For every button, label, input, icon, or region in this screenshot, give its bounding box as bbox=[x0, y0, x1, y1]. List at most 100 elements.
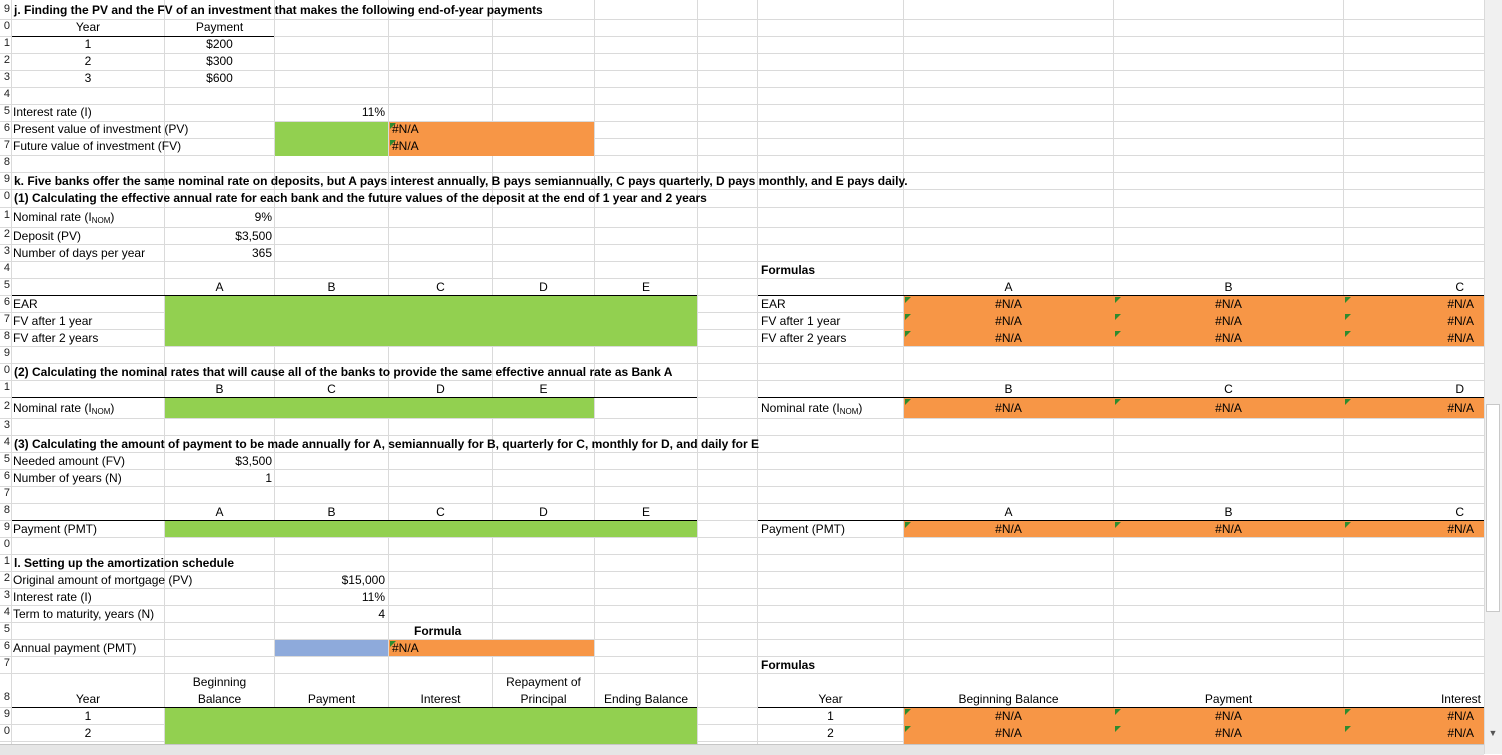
input-range-schedule[interactable] bbox=[165, 708, 697, 744]
formula-bank-header-d[interactable]: D bbox=[1455, 382, 1464, 396]
year-cell[interactable]: 2 bbox=[84, 726, 92, 740]
bank-header-c[interactable]: C bbox=[327, 382, 336, 396]
row-header[interactable]: 1 bbox=[3, 555, 10, 567]
col-header-payment[interactable]: Payment bbox=[307, 692, 356, 706]
formula-cell[interactable]: #N/A bbox=[1215, 331, 1242, 345]
formula-ear-label[interactable]: EAR bbox=[761, 297, 786, 311]
formula-bank-header-b[interactable]: B bbox=[1004, 382, 1013, 396]
formula-fv2-label[interactable]: FV after 2 years bbox=[761, 331, 847, 345]
pv-formula[interactable]: #N/A bbox=[392, 122, 419, 136]
bank-header-b[interactable]: B bbox=[215, 382, 224, 396]
scroll-down-arrow-icon[interactable]: ▼ bbox=[1488, 728, 1498, 738]
formula-cell[interactable]: #N/A bbox=[1447, 401, 1474, 415]
bank-header-a[interactable]: A bbox=[215, 280, 224, 294]
formula-cell[interactable]: #N/A bbox=[1447, 331, 1474, 345]
nominal-rate-value[interactable]: 9% bbox=[254, 210, 272, 224]
col-header-year[interactable]: Year bbox=[75, 692, 101, 706]
section-k2-title[interactable]: (2) Calculating the nominal rates that w… bbox=[14, 365, 673, 379]
row-header[interactable]: 7 bbox=[3, 487, 10, 499]
row-header[interactable]: 9 bbox=[3, 347, 10, 359]
row-header[interactable]: 3 bbox=[3, 71, 10, 83]
needed-amount-value[interactable]: $3,500 bbox=[235, 454, 272, 468]
section-j-title[interactable]: j. Finding the PV and the FV of an inves… bbox=[14, 3, 543, 17]
row-header[interactable]: 9 bbox=[3, 3, 10, 15]
interest-rate-label[interactable]: Interest rate (I) bbox=[13, 105, 92, 119]
col-header-interest[interactable]: Interest bbox=[420, 692, 461, 706]
bank-header-a[interactable]: A bbox=[215, 505, 224, 519]
input-cell-annual-pmt[interactable] bbox=[275, 640, 388, 656]
row-header[interactable]: 6 bbox=[3, 296, 10, 308]
years-label[interactable]: Number of years (N) bbox=[13, 471, 122, 485]
pv-label[interactable]: Present value of investment (PV) bbox=[13, 122, 189, 136]
mortgage-label[interactable]: Original amount of mortgage (PV) bbox=[13, 573, 193, 587]
row-header[interactable]: 7 bbox=[3, 139, 10, 151]
formula-cell[interactable]: #N/A bbox=[1215, 297, 1242, 311]
row-header[interactable]: 7 bbox=[3, 313, 10, 325]
year-cell[interactable]: 1 bbox=[84, 37, 92, 51]
mortgage-value[interactable]: $15,000 bbox=[341, 573, 385, 587]
row-header[interactable]: 6 bbox=[3, 470, 10, 482]
interest-rate-label-l[interactable]: Interest rate (I) bbox=[13, 590, 92, 604]
formula-cell[interactable]: #N/A bbox=[995, 709, 1022, 723]
ear-label[interactable]: EAR bbox=[13, 297, 38, 311]
section-k-title[interactable]: k. Five banks offer the same nominal rat… bbox=[14, 174, 908, 188]
fv-formula[interactable]: #N/A bbox=[392, 139, 419, 153]
row-header[interactable]: 5 bbox=[3, 279, 10, 291]
row-header[interactable]: 3 bbox=[3, 245, 10, 257]
row-header[interactable]: 8 bbox=[3, 330, 10, 342]
formula-bank-header-b[interactable]: B bbox=[1224, 505, 1233, 519]
payment-cell[interactable]: $200 bbox=[206, 37, 233, 51]
row-header[interactable]: 3 bbox=[3, 589, 10, 601]
row-header[interactable]: 1 bbox=[3, 209, 10, 221]
row-header[interactable]: 1 bbox=[3, 37, 10, 49]
bank-header-e[interactable]: E bbox=[641, 505, 650, 519]
formula-cell[interactable]: #N/A bbox=[1447, 709, 1474, 723]
term-value[interactable]: 4 bbox=[378, 607, 385, 621]
row-header[interactable]: 5 bbox=[3, 623, 10, 635]
bank-header-b[interactable]: B bbox=[327, 280, 336, 294]
formula-cell[interactable]: #N/A bbox=[995, 401, 1022, 415]
formula-col-header-year[interactable]: Year bbox=[818, 692, 843, 706]
col-header-balance[interactable]: Balance bbox=[197, 692, 242, 706]
interest-rate-value[interactable]: 11% bbox=[361, 105, 385, 119]
formula-cell[interactable]: #N/A bbox=[995, 522, 1022, 536]
interest-rate-value-l[interactable]: 11% bbox=[361, 590, 385, 604]
bank-header-b[interactable]: B bbox=[327, 505, 336, 519]
formula-bank-header-b[interactable]: B bbox=[1224, 280, 1233, 294]
nominal-rate-label[interactable]: Nominal rate (INOM) bbox=[13, 210, 115, 225]
formula-cell[interactable]: #N/A bbox=[1215, 522, 1242, 536]
formula-fv1-label[interactable]: FV after 1 year bbox=[761, 314, 841, 328]
bank-header-d[interactable]: D bbox=[436, 382, 445, 396]
bank-header-d[interactable]: D bbox=[539, 505, 548, 519]
years-value[interactable]: 1 bbox=[265, 471, 272, 485]
formula-cell[interactable]: #N/A bbox=[1447, 522, 1474, 536]
formula-bank-header-c[interactable]: C bbox=[1224, 382, 1233, 396]
days-value[interactable]: 365 bbox=[251, 246, 272, 260]
col-header-principal[interactable]: Principal bbox=[520, 692, 567, 706]
row-header[interactable]: 0 bbox=[3, 364, 10, 376]
row-header[interactable]: 2 bbox=[3, 400, 10, 412]
formula-pmt-label[interactable]: Payment (PMT) bbox=[761, 522, 846, 536]
row-header[interactable]: 9 bbox=[3, 708, 10, 720]
formula-bank-header-c[interactable]: C bbox=[1455, 280, 1464, 294]
row-header[interactable]: 1 bbox=[3, 381, 10, 393]
formula-cell[interactable]: #N/A bbox=[995, 331, 1022, 345]
payment-cell[interactable]: $600 bbox=[206, 71, 233, 85]
formula-year-cell[interactable]: 2 bbox=[827, 726, 834, 740]
col-header-ending-balance[interactable]: Ending Balance bbox=[603, 692, 689, 706]
formula-bank-header-a[interactable]: A bbox=[1004, 280, 1013, 294]
bank-header-d[interactable]: D bbox=[539, 280, 548, 294]
sheet-tab-bar[interactable] bbox=[0, 744, 1484, 755]
row-header[interactable]: 4 bbox=[3, 262, 10, 274]
term-label[interactable]: Term to maturity, years (N) bbox=[13, 607, 155, 621]
row-header[interactable]: 5 bbox=[3, 105, 10, 117]
col-header-payment[interactable]: Payment bbox=[195, 20, 244, 34]
formula-cell[interactable]: #N/A bbox=[1215, 726, 1242, 740]
formula-cell[interactable]: #N/A bbox=[995, 314, 1022, 328]
deposit-label[interactable]: Deposit (PV) bbox=[13, 229, 82, 243]
formula-bank-header-c[interactable]: C bbox=[1455, 505, 1464, 519]
row-header[interactable]: 5 bbox=[3, 453, 10, 465]
row-header[interactable]: 8 bbox=[3, 156, 10, 168]
input-range-ear-fv[interactable] bbox=[165, 296, 697, 346]
